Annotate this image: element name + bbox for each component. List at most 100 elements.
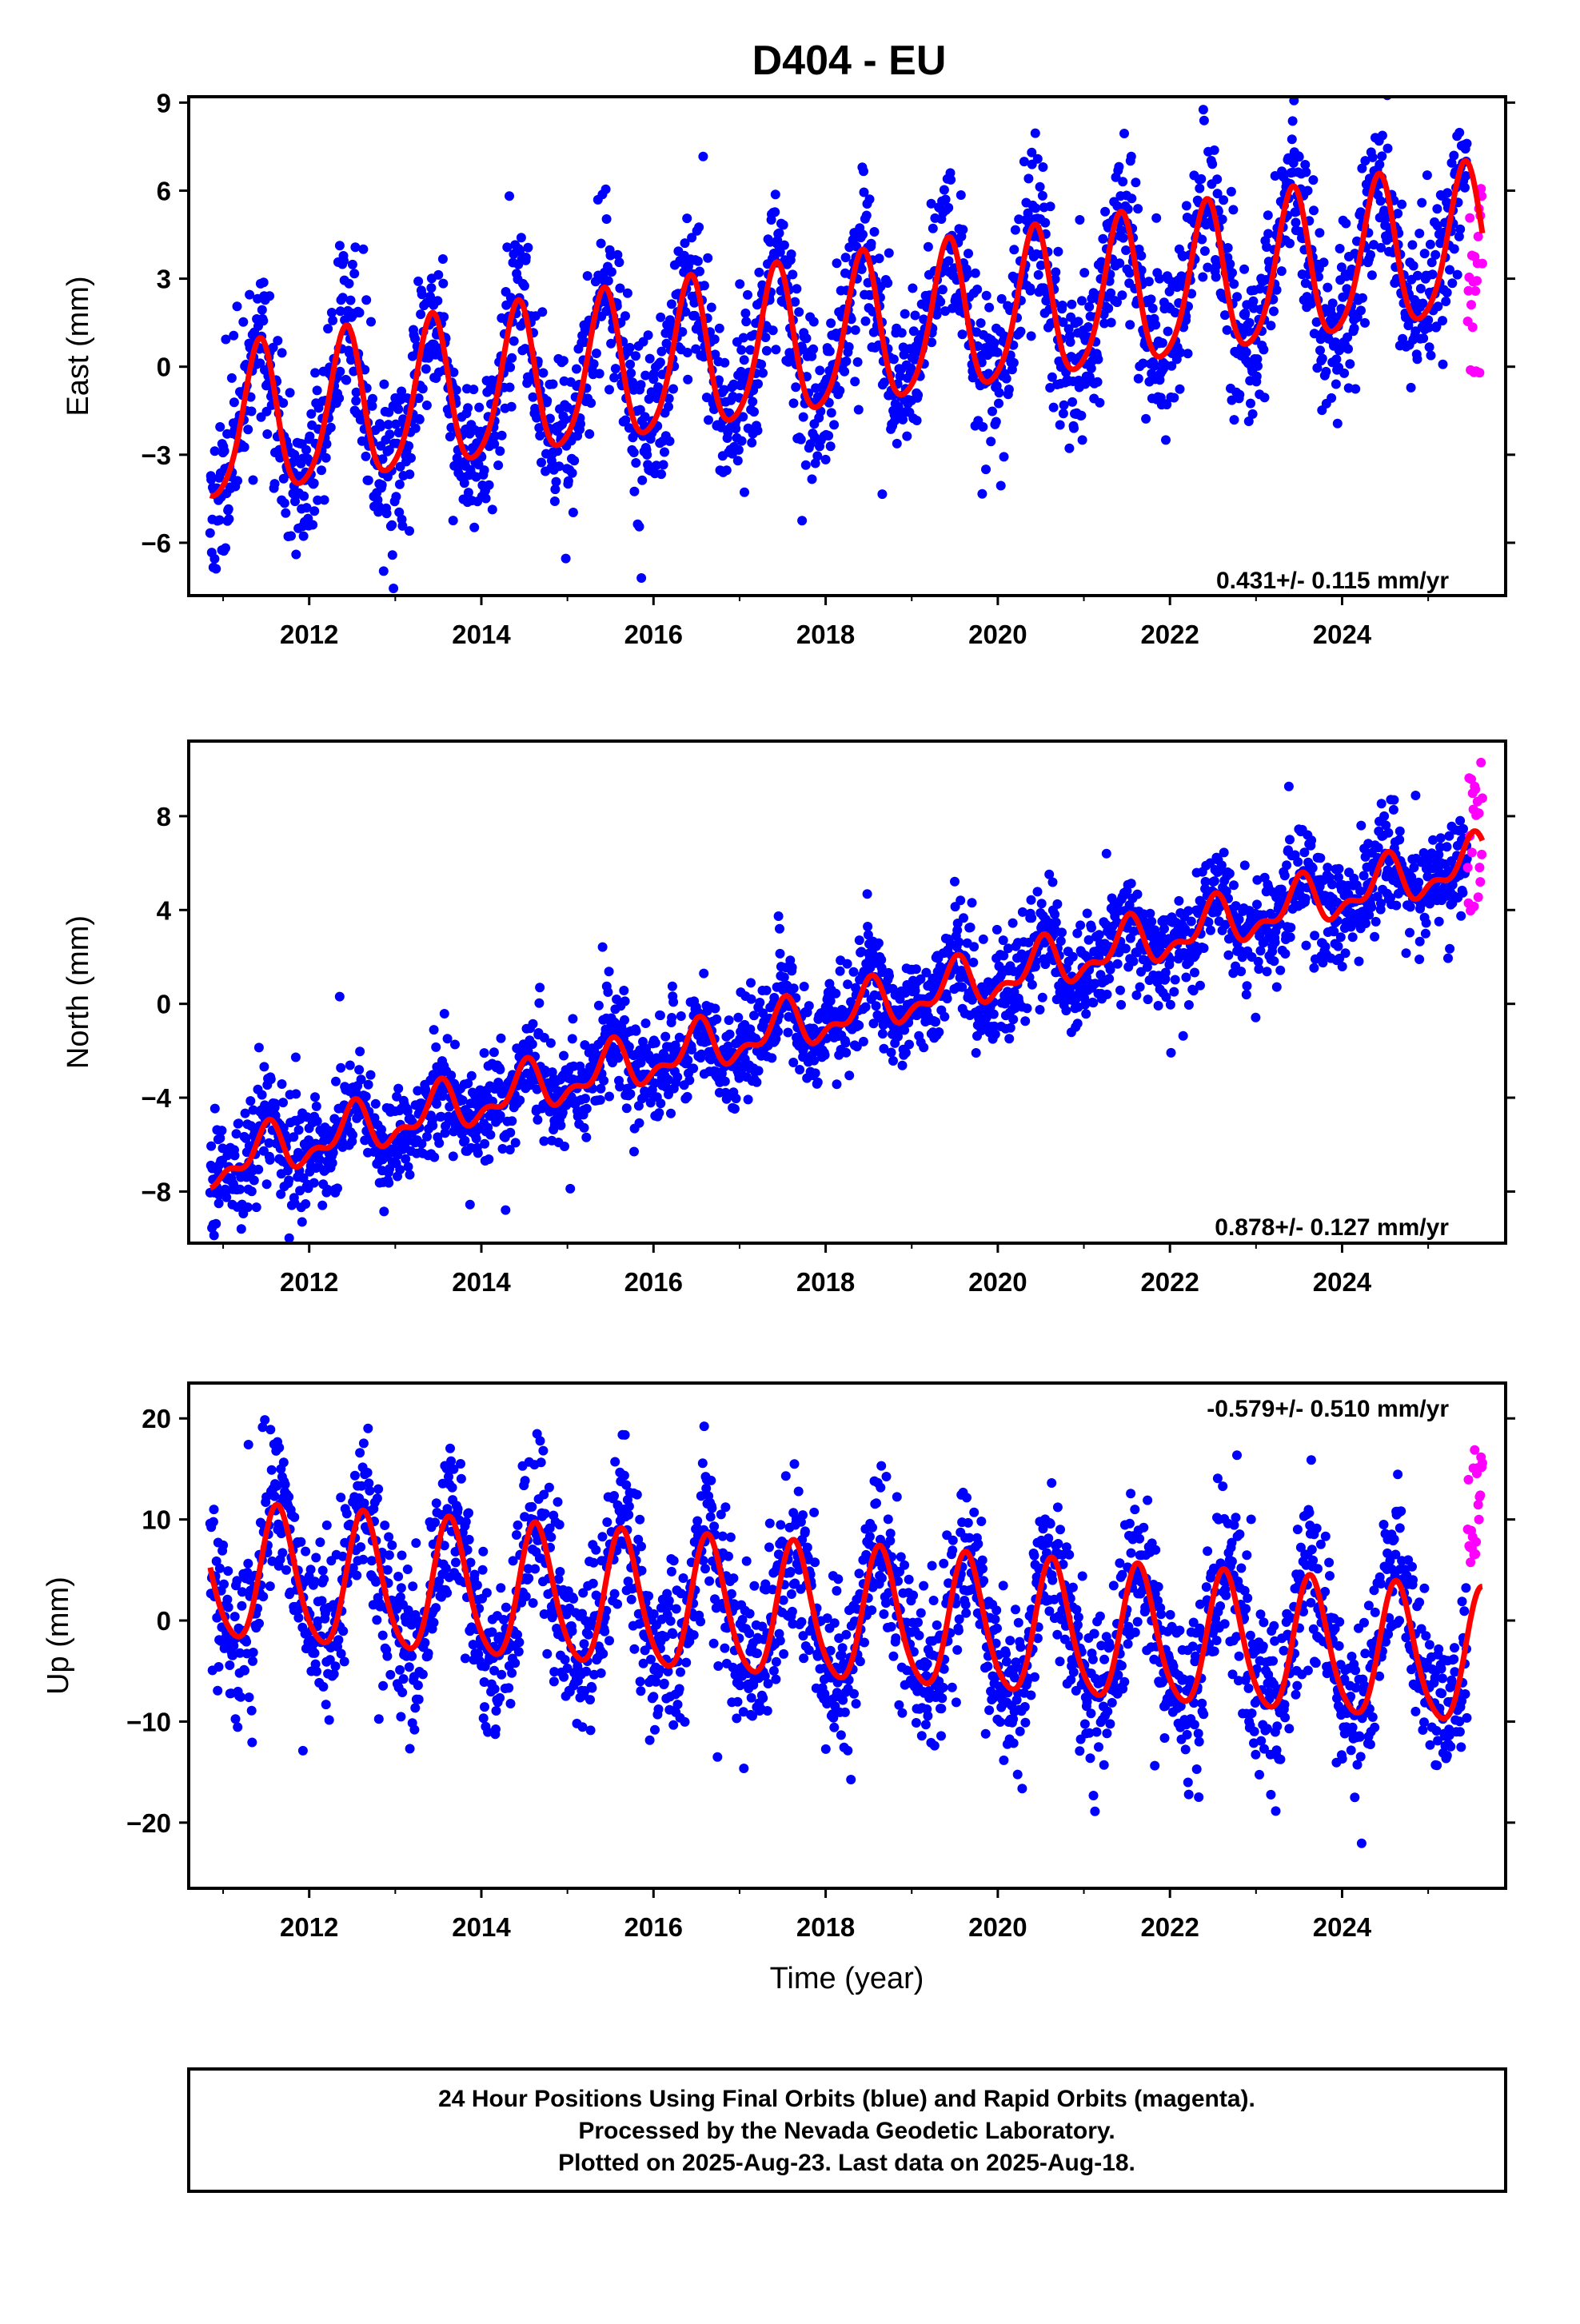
final-orbit-point [220, 446, 229, 456]
final-orbit-point [379, 380, 389, 389]
final-orbit-point [613, 1053, 623, 1062]
final-orbit-point [1133, 204, 1143, 213]
final-orbit-point [355, 308, 365, 317]
final-orbit-point [310, 1092, 320, 1102]
final-orbit-point [754, 268, 764, 277]
final-orbit-point [259, 1062, 269, 1071]
final-orbit-point [1095, 398, 1104, 408]
final-orbit-point [725, 1030, 735, 1039]
final-orbit-point [752, 1078, 761, 1087]
final-orbit-point [1083, 909, 1092, 919]
final-orbit-point [642, 450, 652, 460]
final-orbit-point [1163, 327, 1173, 337]
final-orbit-point [1442, 842, 1452, 851]
rapid-orbit-point [1468, 322, 1478, 332]
final-orbit-point [560, 1142, 569, 1151]
final-orbit-point [572, 365, 581, 374]
final-orbit-point [1335, 244, 1345, 253]
final-orbit-point [699, 969, 708, 979]
final-orbit-point [346, 296, 356, 305]
final-orbit-point [771, 345, 780, 354]
up-xtick-label: 2022 [1140, 1912, 1199, 1942]
final-orbit-point [1008, 919, 1018, 928]
final-orbit-point [1242, 990, 1251, 999]
final-orbit-point [1175, 385, 1185, 394]
final-orbit-point [1212, 174, 1222, 184]
final-orbit-point [1055, 421, 1065, 430]
final-orbit-point [1020, 1016, 1030, 1026]
final-orbit-point [1245, 318, 1255, 328]
final-orbit-point [1336, 932, 1346, 942]
final-orbit-point [887, 1048, 896, 1058]
final-orbit-point [230, 1150, 240, 1160]
final-orbit-point [317, 1201, 327, 1210]
final-orbit-point [534, 999, 544, 1008]
final-orbit-point [1117, 290, 1127, 300]
final-orbit-point [323, 324, 333, 333]
final-orbit-point [1394, 835, 1404, 844]
final-orbit-point [497, 431, 507, 440]
final-orbit-point [1113, 959, 1123, 969]
final-orbit-point [595, 369, 604, 378]
final-orbit-point [299, 492, 309, 501]
final-orbit-point [740, 488, 749, 497]
final-orbit-point [1031, 129, 1040, 138]
final-orbit-point [309, 506, 319, 516]
final-orbit-point [235, 1185, 245, 1194]
final-orbit-point [1450, 244, 1459, 253]
final-orbit-point [1125, 320, 1135, 329]
final-orbit-point [1182, 201, 1191, 210]
final-orbit-point [229, 331, 238, 341]
final-orbit-point [1379, 811, 1389, 821]
final-orbit-point [1195, 184, 1204, 193]
final-orbit-point [366, 1070, 376, 1080]
final-orbit-point [237, 1224, 246, 1234]
final-orbit-point [1199, 943, 1209, 953]
final-orbit-point [632, 1026, 641, 1036]
final-orbit-point [604, 276, 613, 285]
final-orbit-point [596, 239, 606, 249]
final-orbit-point [341, 376, 351, 385]
final-orbit-point [291, 1089, 301, 1098]
final-orbit-point [217, 1126, 226, 1135]
final-orbit-point [1367, 270, 1377, 280]
final-orbit-point [631, 458, 640, 468]
final-orbit-point [301, 445, 311, 455]
final-orbit-point [331, 1077, 341, 1086]
final-orbit-point [278, 1098, 288, 1107]
final-orbit-point [1154, 1001, 1163, 1011]
final-orbit-point [1345, 359, 1355, 369]
final-orbit-point [668, 982, 677, 991]
final-orbit-point [535, 983, 545, 992]
final-orbit-point [1051, 267, 1060, 277]
final-orbit-point [1432, 204, 1442, 213]
final-orbit-point [972, 285, 982, 294]
final-orbit-point [672, 1072, 682, 1082]
final-orbit-point [257, 1090, 267, 1100]
final-orbit-point [428, 1121, 437, 1130]
final-orbit-point [924, 242, 933, 252]
final-orbit-point [473, 1148, 483, 1158]
final-orbit-point [1414, 955, 1424, 964]
final-orbit-point [1127, 193, 1136, 203]
east-xtick-label: 2016 [624, 620, 683, 649]
final-orbit-point [667, 1013, 676, 1022]
final-orbit-point [592, 349, 601, 358]
final-orbit-point [334, 393, 344, 403]
final-orbit-point [695, 267, 704, 277]
final-orbit-point [934, 1027, 944, 1037]
final-orbit-point [484, 1154, 493, 1164]
final-orbit-point [950, 877, 960, 887]
final-orbit-point [991, 417, 1001, 427]
north-xtick-label: 2022 [1140, 1267, 1199, 1297]
final-orbit-point [629, 487, 639, 496]
final-orbit-point [1057, 927, 1067, 937]
final-orbit-point [233, 301, 242, 311]
final-orbit-point [1058, 301, 1067, 310]
final-orbit-point [273, 336, 282, 345]
final-orbit-point [1421, 929, 1430, 939]
final-orbit-point [265, 1155, 275, 1165]
